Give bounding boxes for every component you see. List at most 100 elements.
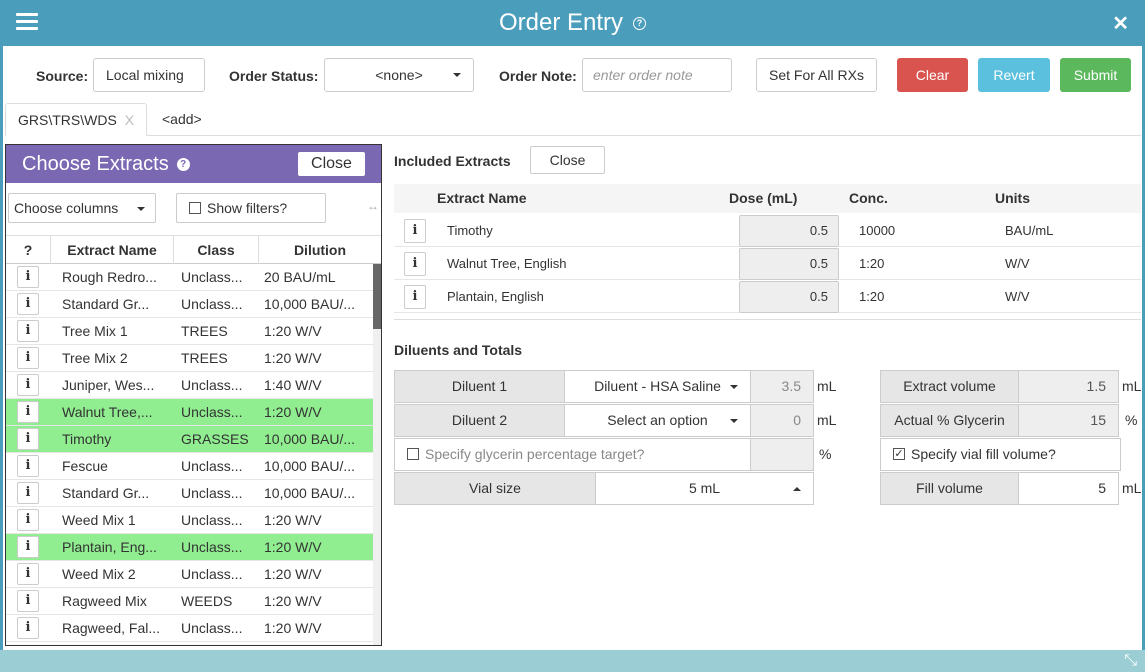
class-cell: Unclass... — [181, 566, 243, 582]
info-icon[interactable]: i — [404, 219, 426, 243]
info-icon[interactable]: i — [17, 509, 39, 531]
info-icon[interactable]: i — [17, 536, 39, 558]
fill-volume-toggle[interactable]: ✓ Specify vial fill volume? — [880, 438, 1121, 471]
frame-left — [0, 46, 3, 650]
table-row[interactable]: i Tree Mix 1 TREES 1:20 W/V — [6, 318, 373, 345]
dilution-cell: 1:20 W/V — [264, 404, 322, 420]
hamburger-icon[interactable] — [16, 13, 38, 31]
resize-icon[interactable]: ⤡ — [1124, 652, 1137, 669]
table-row[interactable]: i Ragweed Mix WEEDS 1:20 W/V — [6, 588, 373, 615]
scrollbar-thumb[interactable] — [373, 264, 381, 329]
glycerin-target-input[interactable] — [750, 438, 814, 471]
extract-name-cell: Plantain, Eng... — [62, 539, 157, 555]
glycerin-target-unit: % — [819, 446, 832, 462]
table-row[interactable]: i Standard Gr... Unclass... 10,000 BAU/... — [6, 291, 373, 318]
close-icon[interactable]: ✕ — [1112, 13, 1129, 35]
table-row[interactable]: i Weed Mix 2 Unclass... 1:20 W/V — [6, 561, 373, 588]
info-icon[interactable]: i — [17, 266, 39, 288]
info-icon[interactable]: i — [17, 374, 39, 396]
checkbox-icon[interactable] — [407, 448, 419, 461]
choose-columns-dropdown[interactable]: Choose columns — [8, 193, 156, 223]
tab-close-icon[interactable]: X — [124, 112, 135, 128]
table-row[interactable]: i Plantain, Eng... Unclass... 1:20 W/V — [6, 534, 373, 561]
diluent-2-select[interactable]: Select an option — [564, 404, 751, 437]
info-icon[interactable]: i — [17, 401, 39, 423]
tab-grs-trs-wds[interactable]: GRS\TRS\WDS X — [5, 103, 148, 136]
info-icon[interactable]: i — [17, 590, 39, 612]
info-icon[interactable]: i — [17, 320, 39, 342]
set-for-all-rxs-button[interactable]: Set For All RXs — [756, 58, 877, 92]
choose-extracts-close-button[interactable]: Close — [298, 152, 365, 176]
order-status-select[interactable]: <none> — [324, 58, 474, 92]
class-cell: GRASSES — [181, 431, 249, 447]
dilution-cell: 1:20 W/V — [264, 593, 322, 609]
help-icon[interactable]: ? — [176, 158, 190, 172]
choose-extracts-header: Choose Extracts? Close — [6, 145, 381, 183]
expand-icon[interactable]: ↔ — [367, 199, 379, 213]
clear-button[interactable]: Clear — [897, 58, 968, 92]
help-icon[interactable]: ? — [633, 17, 647, 31]
extract-volume-label: Extract volume — [880, 370, 1019, 403]
diluent-1-select[interactable]: Diluent - HSA Saline — [564, 370, 751, 403]
choose-extracts-panel: Choose Extracts? Close Choose columns Sh… — [5, 144, 382, 646]
caret-up-icon — [793, 487, 801, 491]
table-row[interactable]: i Timothy GRASSES 10,000 BAU/... — [6, 426, 373, 453]
submit-button[interactable]: Submit — [1060, 58, 1131, 92]
units-cell: W/V — [1005, 256, 1030, 271]
info-icon[interactable]: i — [17, 293, 39, 315]
show-filters-toggle[interactable]: Show filters? — [176, 193, 326, 223]
info-icon[interactable]: i — [404, 252, 426, 276]
vial-size-label: Vial size — [394, 472, 596, 505]
actual-glycerin-value: 15 — [1018, 404, 1119, 437]
col-dilution[interactable]: Dilution — [293, 242, 347, 258]
included-extracts-close-button[interactable]: Close — [530, 146, 605, 174]
table-row[interactable]: i Ragweed, Fal... Unclass... 1:20 W/V — [6, 615, 373, 642]
dilution-cell: 1:20 W/V — [264, 323, 322, 339]
extract-name-cell: Weed Mix 1 — [62, 512, 136, 528]
dose-input[interactable]: 0.5 — [739, 215, 839, 247]
scrollbar[interactable] — [373, 264, 381, 645]
checkbox-icon[interactable] — [189, 202, 201, 215]
included-extracts-title: Included Extracts — [394, 153, 511, 169]
caret-down-icon — [137, 207, 145, 211]
title-bar: Order Entry? ✕ — [0, 0, 1145, 46]
order-note-input[interactable]: enter order note — [582, 58, 732, 92]
fill-volume-input[interactable]: 5 — [1018, 472, 1119, 505]
info-icon[interactable]: i — [17, 428, 39, 450]
diluent-2-value: Select an option — [607, 412, 708, 428]
table-row[interactable]: i Fescue Unclass... 10,000 BAU/... — [6, 453, 373, 480]
col-help[interactable]: ? — [6, 236, 51, 264]
revert-button[interactable]: Revert — [978, 58, 1050, 92]
table-row[interactable]: i Walnut Tree,... Unclass... 1:20 W/V — [6, 399, 373, 426]
extract-name-cell: Juniper, Wes... — [62, 377, 155, 393]
info-icon[interactable]: i — [17, 617, 39, 639]
dose-input[interactable]: 0.5 — [739, 248, 839, 280]
class-cell: TREES — [181, 323, 228, 339]
info-icon[interactable]: i — [17, 347, 39, 369]
col-conc: Conc. — [849, 190, 888, 206]
table-row[interactable]: i Standard Gr... Unclass... 10,000 BAU/... — [6, 480, 373, 507]
table-row[interactable]: i Rough Redro... Unclass... 20 BAU/mL — [6, 264, 373, 291]
tab-add[interactable]: <add> — [150, 103, 214, 136]
info-icon[interactable]: i — [17, 563, 39, 585]
table-row[interactable]: i Tree Mix 2 TREES 1:20 W/V — [6, 345, 373, 372]
table-row[interactable]: i Juniper, Wes... Unclass... 1:40 W/V — [6, 372, 373, 399]
glycerin-target-toggle[interactable]: Specify glycerin percentage target? — [394, 438, 751, 471]
choose-extracts-title: Choose Extracts? — [22, 153, 190, 176]
table-row[interactable]: i Weed Mix 1 Unclass... 1:20 W/V — [6, 507, 373, 534]
info-icon[interactable]: i — [17, 455, 39, 477]
toolbar: Source: Local mixing Order Status: <none… — [0, 58, 1145, 111]
class-cell: Unclass... — [181, 539, 243, 555]
conc-cell: 10000 — [859, 223, 896, 238]
dilution-cell: 1:20 W/V — [264, 566, 322, 582]
vial-size-select[interactable]: 5 mL — [595, 472, 814, 505]
col-class[interactable]: Class — [174, 236, 259, 264]
info-icon[interactable]: i — [404, 285, 426, 309]
dilution-cell: 10,000 BAU/... — [264, 485, 356, 501]
dose-input[interactable]: 0.5 — [739, 281, 839, 313]
col-extract-name[interactable]: Extract Name — [51, 236, 174, 264]
extract-name-cell: Tree Mix 2 — [62, 350, 128, 366]
checkbox-icon[interactable]: ✓ — [893, 448, 905, 461]
info-icon[interactable]: i — [17, 482, 39, 504]
source-select[interactable]: Local mixing — [93, 58, 205, 111]
